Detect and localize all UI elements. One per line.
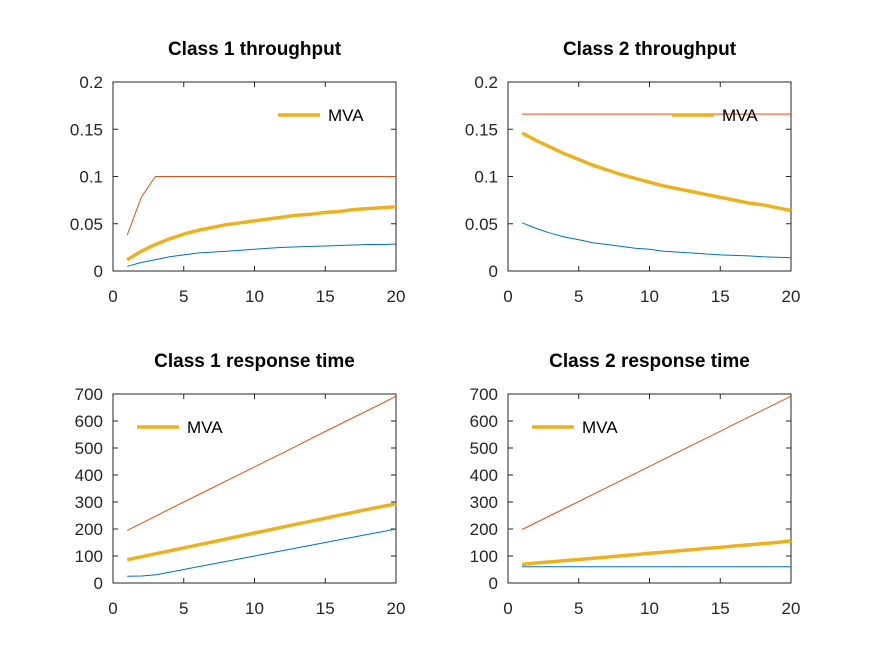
x-tick-label: 10 [245,599,264,618]
x-tick-label: 5 [574,599,583,618]
x-tick-label: 20 [782,599,801,618]
y-tick-label: 0 [94,574,103,593]
y-tick-label: 0.15 [465,120,498,139]
legend-label: MVA [328,106,364,125]
legend-label: MVA [582,418,618,437]
x-tick-label: 0 [108,599,117,618]
x-tick-label: 10 [640,599,659,618]
y-tick-label: 100 [470,547,498,566]
x-tick-label: 5 [574,287,583,306]
y-tick-label: 0.05 [70,215,103,234]
legend-label: MVA [722,106,758,125]
chart-panel-1: Class 1 throughput 0 5 10 15 20 0 0.05 0.1 0.15 0.… [70,39,406,306]
series-line-mva [126,502,397,562]
y-tick-label: 400 [75,466,103,485]
x-tick-label: 5 [179,287,188,306]
y-tick-label: 500 [75,439,103,458]
x-tick-label: 15 [711,599,730,618]
y-tick-label: 100 [75,547,103,566]
series-line-upper-bound [521,395,792,530]
legend: MVA [532,418,618,437]
y-tick-label: 0.05 [465,215,498,234]
y-tick-label: 0.1 [474,168,498,187]
y-tick-label: 300 [470,493,498,512]
y-tick-label: 600 [470,412,498,431]
y-tick-label: 300 [75,493,103,512]
chart-panel-2: Class 2 throughput 0 5 10 15 20 0 0.05 0.1 0.15 0.… [465,39,801,306]
series-line-mva [521,131,792,213]
y-tick-label: 0.15 [70,120,103,139]
y-tick-label: 200 [470,520,498,539]
x-tick-label: 20 [387,287,406,306]
series-line-upper-bound [126,395,397,531]
legend-label: MVA [187,418,223,437]
x-tick-label: 20 [387,599,406,618]
x-tick-label: 15 [711,287,730,306]
series-line-lower-bound [521,222,792,259]
x-tick-label: 15 [316,599,335,618]
chart-title: Class 2 response time [549,351,750,372]
axes-box [507,81,792,272]
x-tick-label: 0 [108,287,117,306]
series-line-lower-bound [127,528,397,577]
y-tick-label: 0.2 [474,73,498,92]
series-line-upper-bound [126,176,396,236]
x-tick-label: 10 [245,287,264,306]
x-tick-label: 10 [640,287,659,306]
legend: MVA [278,106,364,125]
chart-title: Class 1 response time [154,351,355,372]
y-tick-label: 0 [489,262,498,281]
y-tick-label: 0.1 [79,168,103,187]
y-tick-label: 700 [75,385,103,404]
series-line-mva [126,204,397,262]
x-tick-label: 15 [316,287,335,306]
y-tick-label: 200 [75,520,103,539]
y-tick-label: 600 [75,412,103,431]
series-line-lower-bound [127,243,397,267]
series-line-mva [521,539,792,567]
y-tick-label: 0.2 [79,73,103,92]
y-tick-label: 0 [94,262,103,281]
legend: MVA [672,106,758,125]
x-tick-label: 20 [782,287,801,306]
y-tick-label: 400 [470,466,498,485]
legend: MVA [137,418,223,437]
chart-title: Class 2 throughput [563,39,737,60]
x-tick-label: 5 [179,599,188,618]
y-tick-label: 700 [470,385,498,404]
y-tick-label: 500 [470,439,498,458]
chart-title: Class 1 throughput [168,39,342,60]
x-tick-label: 0 [503,287,512,306]
y-tick-label: 0 [489,574,498,593]
x-tick-label: 0 [503,599,512,618]
